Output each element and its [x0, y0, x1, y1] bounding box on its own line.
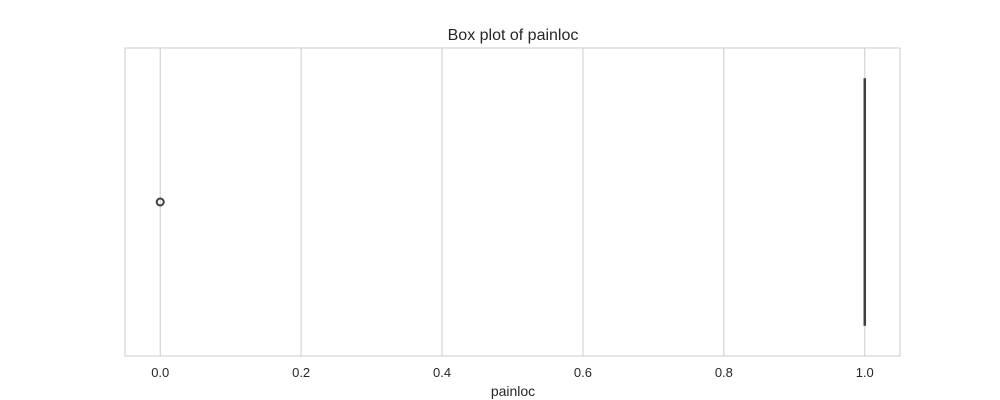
- x-axis-label: painloc: [491, 383, 535, 399]
- x-tick-label: 0.4: [433, 365, 451, 380]
- x-tick-label: 1.0: [856, 365, 874, 380]
- box-plot-marks: [155, 78, 867, 326]
- x-tick-label: 0.0: [151, 365, 169, 380]
- x-tick-label: 0.8: [715, 365, 733, 380]
- x-tick-label: 0.6: [574, 365, 592, 380]
- chart-title: Box plot of painloc: [448, 27, 579, 44]
- plot-frame: [124, 47, 901, 357]
- x-tick-label: 0.2: [292, 365, 310, 380]
- x-tick-labels: 0.0 0.2 0.4 0.6 0.8 1.0: [151, 365, 874, 380]
- gridlines: [159, 48, 866, 356]
- outlier-point: [155, 197, 165, 207]
